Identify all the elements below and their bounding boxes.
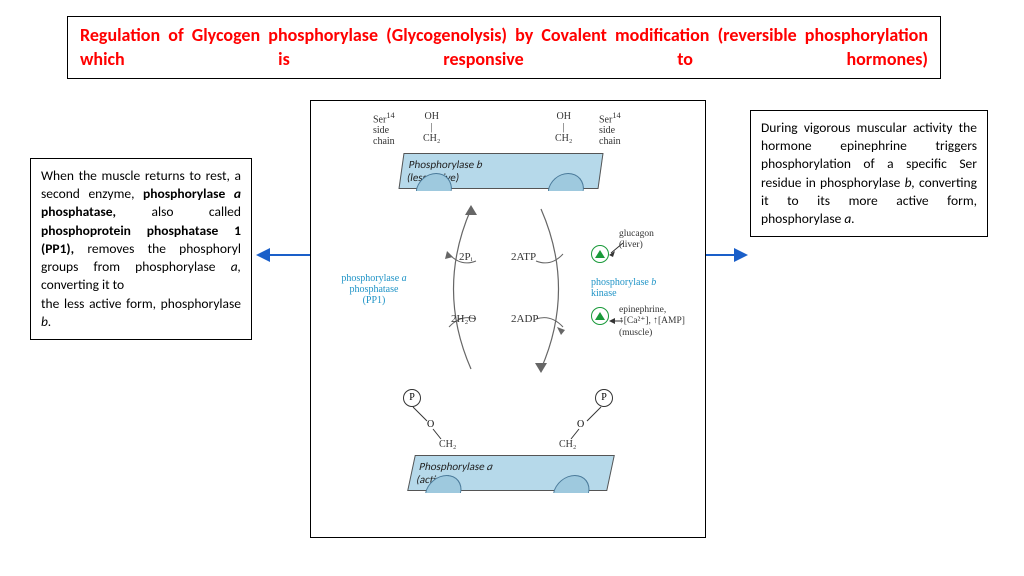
two-pi-label: 2Pᵢ xyxy=(459,251,472,263)
right-description-box: During vigorous muscular activity the ho… xyxy=(750,110,988,237)
left-description-box: When the muscle returns to rest, a secon… xyxy=(30,158,252,340)
epinephrine-activator-icon xyxy=(591,307,609,325)
svg-text:O: O xyxy=(427,419,434,430)
epinephrine-label: epinephrine,↑[Ca²⁺], ↑[AMP](muscle) xyxy=(619,305,685,339)
svg-text:O: O xyxy=(577,419,584,430)
p-right-bond: O xyxy=(565,403,605,443)
glucagon-arrow xyxy=(609,241,625,257)
ch2-left-bottom: CH₂ xyxy=(439,439,456,450)
phos-b-kinase-label: phosphorylase bkinase xyxy=(591,277,679,299)
two-atp-label: 2ATP xyxy=(511,251,536,263)
two-adp-label: 2ADP xyxy=(511,313,539,325)
phos-a-line1: Phosphorylase a xyxy=(418,460,494,473)
ser-left-label: Ser14sidechain xyxy=(373,111,407,147)
diagram-frame: Ser14sidechain OH|CH₂ OH|CH₂ Ser14sidech… xyxy=(310,100,706,538)
phos-b-line1: Phosphorylase b xyxy=(408,158,483,171)
oh-right-label: OH|CH₂ xyxy=(555,111,572,144)
glucagon-activator-icon xyxy=(591,245,609,263)
ch2-right-bottom: CH₂ xyxy=(559,439,576,450)
p-left-bond: O xyxy=(409,403,449,443)
oh-left-label: OH|CH₂ xyxy=(423,111,440,144)
left-description-text: When the muscle returns to rest, a secon… xyxy=(41,167,241,330)
title-text: Regulation of Glycogen phosphorylase (Gl… xyxy=(80,23,928,72)
title-box: Regulation of Glycogen phosphorylase (Gl… xyxy=(67,16,941,79)
cycle-arrows xyxy=(401,199,611,379)
two-h2o-label: 2H₂O xyxy=(451,313,476,325)
epinephrine-arrow xyxy=(609,313,625,329)
right-description-text: During vigorous muscular activity the ho… xyxy=(761,119,977,227)
ser-right-label: Ser14sidechain xyxy=(599,111,633,147)
pp1-label: phosphorylase aphosphatase(PP1) xyxy=(329,273,419,306)
